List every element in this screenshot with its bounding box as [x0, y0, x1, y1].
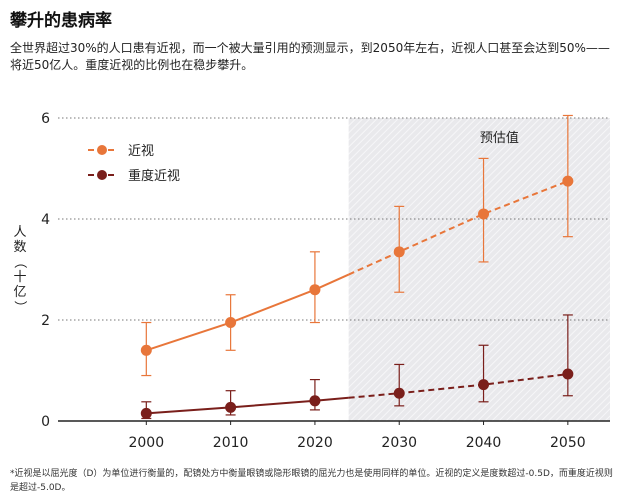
- myopia-point: [393, 246, 405, 258]
- chart-subtitle: 全世界超过30%的人口患有近视，而一个被大量引用的预测显示，到2050年左右，近…: [10, 41, 610, 72]
- high-myopia-line-actual: [146, 396, 349, 415]
- x-tick-label: 2020: [297, 435, 333, 451]
- high-myopia-point: [309, 395, 321, 407]
- high-myopia-point: [478, 379, 490, 391]
- x-tick-label: 2030: [381, 435, 417, 451]
- footnote: *近视是以屈光度（D）为单位进行衡量的，配镜处方中衡量眼镜或隐形眼镜的屈光力也是…: [10, 469, 613, 493]
- legend-label-high-myopia: 重度近视: [128, 168, 180, 184]
- x-tick-label: 2000: [128, 435, 164, 451]
- y-axis-label-char: 人: [13, 225, 26, 240]
- y-axis-label-char: 亿: [13, 285, 26, 300]
- y-axis-label-char: 数: [13, 240, 26, 255]
- high-myopia-point: [562, 368, 574, 380]
- y-tick-label: 6: [41, 111, 50, 127]
- legend-label-myopia: 近视: [128, 144, 154, 159]
- myopia-line-actual: [145, 273, 350, 352]
- high-myopia-point: [393, 387, 405, 399]
- myopia-point: [562, 175, 574, 187]
- high-myopia-point: [225, 401, 237, 413]
- x-tick-label: 2010: [213, 435, 249, 451]
- y-axis-label-char: （: [12, 255, 27, 268]
- y-axis-label-char: ）: [12, 300, 27, 313]
- high-myopia-line-forecast: [348, 373, 568, 399]
- y-tick-label: 2: [41, 313, 50, 329]
- legend-marker-high-myopia: [97, 170, 107, 180]
- y-tick-label: 0: [41, 414, 50, 430]
- high-myopia-point: [140, 407, 152, 419]
- forecast-label: 预估值: [480, 130, 519, 146]
- x-tick-label: 2040: [466, 435, 502, 451]
- chart-title: 攀升的患病率: [10, 11, 112, 31]
- legend-marker-myopia: [97, 145, 107, 155]
- y-tick-label: 4: [41, 212, 50, 228]
- myopia-point: [225, 317, 237, 329]
- myopia-point: [309, 284, 321, 296]
- x-tick-label: 2050: [550, 435, 586, 451]
- y-axis-label-char: 十: [13, 270, 26, 285]
- myopia-line-forecast: [348, 180, 569, 276]
- myopia-point: [478, 208, 490, 220]
- myopia-point: [140, 344, 152, 356]
